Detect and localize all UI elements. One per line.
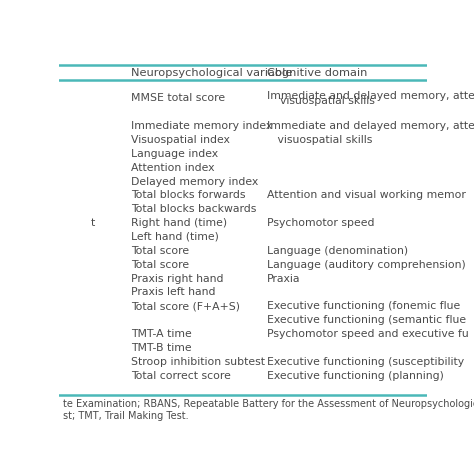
Text: Language (auditory comprehension): Language (auditory comprehension) [267,260,465,270]
Text: Praxia: Praxia [267,273,301,283]
Text: Executive functioning (susceptibility: Executive functioning (susceptibility [267,356,464,367]
Text: Attention index: Attention index [131,163,214,173]
Text: Psychomotor speed: Psychomotor speed [267,218,374,228]
Text: Executive functioning (semantic flue: Executive functioning (semantic flue [267,315,466,325]
Text: visuospatial skills: visuospatial skills [267,135,372,145]
Text: Delayed memory index: Delayed memory index [131,177,258,187]
Text: t: t [91,218,95,228]
Text: Executive functioning (fonemic flue: Executive functioning (fonemic flue [267,301,460,311]
Text: Total score: Total score [131,260,189,270]
Text: MMSE total score: MMSE total score [131,93,225,103]
Text: Stroop inhibition subtest: Stroop inhibition subtest [131,356,265,367]
Text: Immediate and delayed memory, atte: Immediate and delayed memory, atte [267,91,474,101]
Text: Praxis left hand: Praxis left hand [131,287,215,297]
Text: te Examination; RBANS, Repeatable Battery for the Assessment of Neuropsychologic: te Examination; RBANS, Repeatable Batter… [63,399,474,409]
Text: Psychomotor speed and executive fu: Psychomotor speed and executive fu [267,329,469,339]
Text: Total blocks forwards: Total blocks forwards [131,191,246,201]
Text: Total correct score: Total correct score [131,371,231,381]
Text: Visuospatial index: Visuospatial index [131,135,230,145]
Text: TMT-B time: TMT-B time [131,343,191,353]
Text: Right hand (time): Right hand (time) [131,218,227,228]
Text: Praxis right hand: Praxis right hand [131,273,223,283]
Text: Total blocks backwards: Total blocks backwards [131,204,256,214]
Text: Executive functioning (planning): Executive functioning (planning) [267,371,444,381]
Text: Language (denomination): Language (denomination) [267,246,408,256]
Text: Total score: Total score [131,246,189,256]
Text: visuospatial skills: visuospatial skills [280,96,374,106]
Text: Cognitive domain: Cognitive domain [267,68,367,78]
Text: Total score (F+A+S): Total score (F+A+S) [131,301,240,311]
Text: TMT-A time: TMT-A time [131,329,191,339]
Text: Immediate memory index: Immediate memory index [131,121,272,131]
Text: Attention and visual working memor: Attention and visual working memor [267,191,465,201]
Text: st; TMT, Trail Making Test.: st; TMT, Trail Making Test. [63,410,189,420]
Text: Neuropsychological variable: Neuropsychological variable [131,68,292,78]
Text: Immediate and delayed memory, atte: Immediate and delayed memory, atte [267,121,474,131]
Text: Language index: Language index [131,149,218,159]
Text: Left hand (time): Left hand (time) [131,232,219,242]
